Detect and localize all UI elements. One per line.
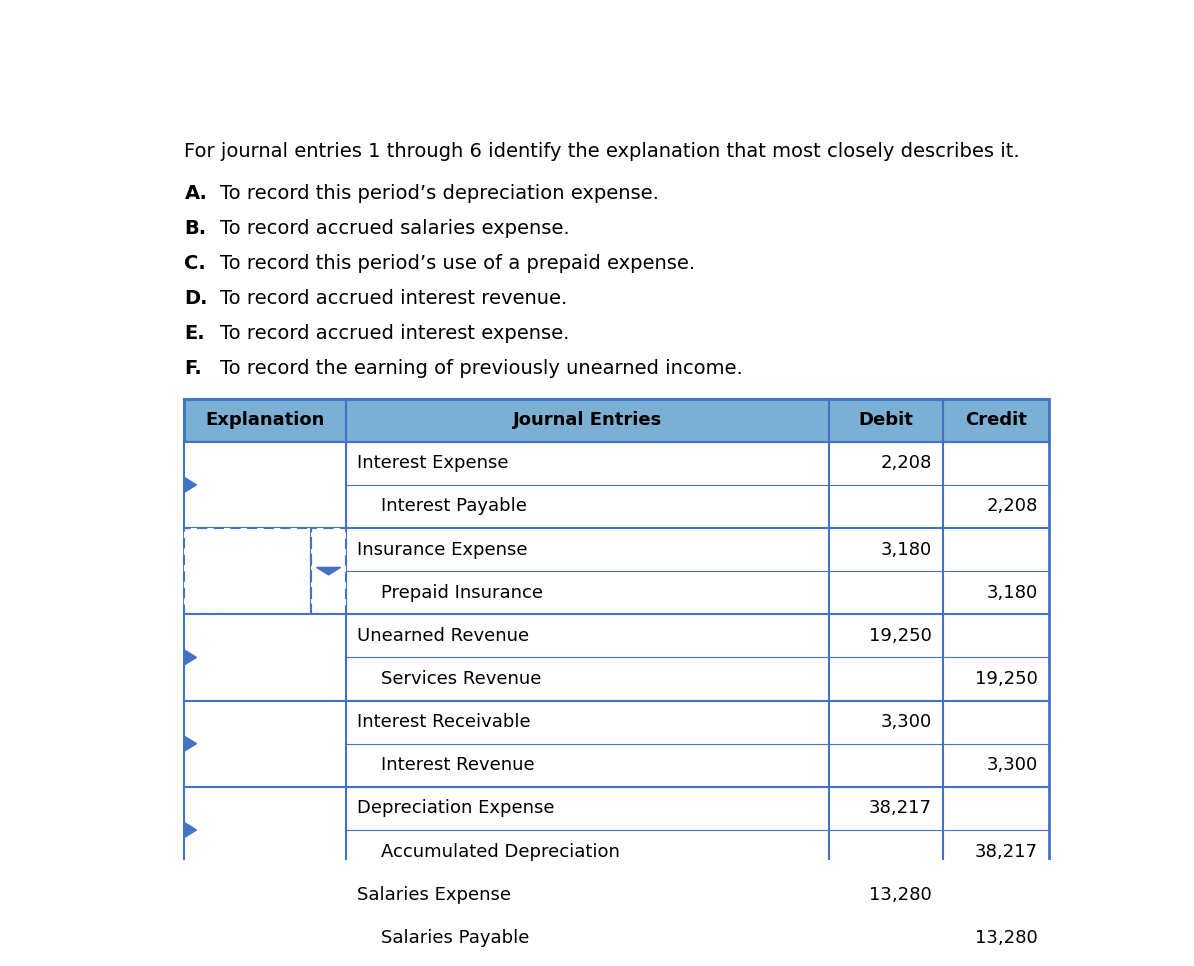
- Polygon shape: [184, 650, 197, 665]
- Text: To record the earning of previously unearned income.: To record the earning of previously unea…: [220, 359, 743, 378]
- Text: To record accrued salaries expense.: To record accrued salaries expense.: [220, 219, 570, 239]
- Text: F.: F.: [184, 359, 202, 378]
- Polygon shape: [184, 909, 197, 923]
- Text: B.: B.: [184, 219, 207, 239]
- Text: 13,280: 13,280: [974, 929, 1038, 947]
- Text: 13,280: 13,280: [869, 886, 933, 904]
- Text: Credit: Credit: [965, 412, 1027, 429]
- Text: To record accrued interest revenue.: To record accrued interest revenue.: [220, 289, 567, 308]
- Text: C.: C.: [184, 254, 207, 273]
- Text: Interest Expense: Interest Expense: [357, 454, 509, 472]
- Text: To record this period’s depreciation expense.: To record this period’s depreciation exp…: [220, 185, 658, 204]
- Text: Depreciation Expense: Depreciation Expense: [357, 800, 555, 817]
- Text: Prepaid Insurance: Prepaid Insurance: [381, 583, 542, 602]
- Text: E.: E.: [184, 325, 205, 343]
- Bar: [184, 787, 1048, 830]
- Text: Services Revenue: Services Revenue: [381, 670, 541, 688]
- Text: Salaries Payable: Salaries Payable: [381, 929, 529, 947]
- Polygon shape: [184, 736, 197, 752]
- Bar: [184, 571, 1048, 614]
- Text: Accumulated Depreciation: Accumulated Depreciation: [381, 842, 620, 861]
- Bar: [184, 744, 1048, 787]
- Text: D.: D.: [184, 289, 208, 308]
- Bar: [184, 485, 1048, 528]
- Text: 3,180: 3,180: [986, 583, 1038, 602]
- Bar: [184, 528, 1048, 571]
- Text: A.: A.: [184, 185, 208, 204]
- Text: Insurance Expense: Insurance Expense: [357, 541, 528, 558]
- Bar: [184, 658, 1048, 700]
- FancyBboxPatch shape: [310, 528, 346, 614]
- Text: 3,300: 3,300: [881, 713, 933, 731]
- Bar: [184, 399, 1048, 959]
- Bar: [184, 873, 346, 959]
- Text: Explanation: Explanation: [205, 412, 325, 429]
- Text: Interest Receivable: Interest Receivable: [357, 713, 531, 731]
- Text: Interest Payable: Interest Payable: [381, 497, 527, 516]
- FancyBboxPatch shape: [184, 528, 310, 614]
- Bar: [184, 614, 1048, 658]
- Bar: [184, 700, 346, 787]
- Text: 3,300: 3,300: [986, 756, 1038, 775]
- Text: 38,217: 38,217: [974, 842, 1038, 861]
- Text: 38,217: 38,217: [869, 800, 933, 817]
- Bar: [184, 399, 1048, 441]
- Bar: [184, 614, 346, 700]
- Text: Interest Revenue: Interest Revenue: [381, 756, 534, 775]
- Polygon shape: [184, 823, 197, 838]
- Text: Unearned Revenue: Unearned Revenue: [357, 627, 530, 645]
- Text: Debit: Debit: [858, 412, 913, 429]
- Bar: [184, 441, 1048, 485]
- Text: Journal Entries: Journal Entries: [513, 412, 663, 429]
- Text: Salaries Expense: Salaries Expense: [357, 886, 511, 904]
- Text: 2,208: 2,208: [986, 497, 1038, 516]
- Bar: [184, 917, 1048, 959]
- Bar: [184, 700, 1048, 744]
- Bar: [184, 873, 1048, 917]
- Bar: [184, 441, 346, 528]
- Text: To record this period’s use of a prepaid expense.: To record this period’s use of a prepaid…: [220, 254, 695, 273]
- Text: 19,250: 19,250: [974, 670, 1038, 688]
- Bar: [184, 787, 346, 873]
- Text: 2,208: 2,208: [881, 454, 933, 472]
- Text: 19,250: 19,250: [869, 627, 933, 645]
- Text: To record accrued interest expense.: To record accrued interest expense.: [220, 325, 570, 343]
- Bar: [184, 830, 1048, 873]
- Text: For journal entries 1 through 6 identify the explanation that most closely descr: For journal entries 1 through 6 identify…: [184, 142, 1020, 161]
- Text: 3,180: 3,180: [881, 541, 933, 558]
- Polygon shape: [316, 567, 340, 575]
- Polygon shape: [184, 477, 197, 493]
